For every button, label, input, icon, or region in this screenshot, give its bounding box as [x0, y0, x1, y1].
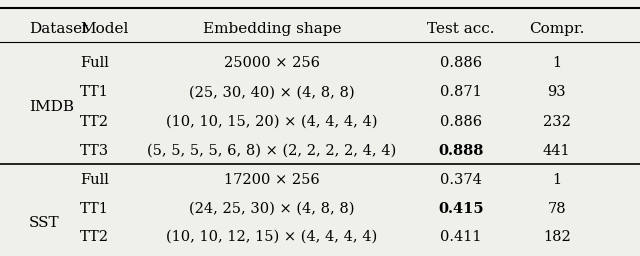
Text: (5, 5, 5, 5, 6, 8) × (2, 2, 2, 2, 4, 4): (5, 5, 5, 5, 6, 8) × (2, 2, 2, 2, 4, 4): [147, 144, 397, 158]
Text: Test acc.: Test acc.: [427, 23, 495, 36]
Text: 232: 232: [543, 115, 571, 129]
Text: TT1: TT1: [80, 202, 109, 216]
Text: 0.871: 0.871: [440, 85, 482, 99]
Text: (24, 25, 30) × (4, 8, 8): (24, 25, 30) × (4, 8, 8): [189, 202, 355, 216]
Text: 0.886: 0.886: [440, 56, 482, 70]
Text: 0.888: 0.888: [438, 144, 483, 158]
Text: TT2: TT2: [80, 230, 109, 244]
Text: 0.415: 0.415: [438, 202, 484, 216]
Text: IMDB: IMDB: [29, 100, 74, 114]
Text: 182: 182: [543, 230, 571, 244]
Text: 1: 1: [552, 56, 561, 70]
Text: 0.886: 0.886: [440, 115, 482, 129]
Text: 17200 × 256: 17200 × 256: [224, 174, 320, 187]
Text: 0.411: 0.411: [440, 230, 481, 244]
Text: 441: 441: [543, 144, 571, 158]
Text: Compr.: Compr.: [529, 23, 584, 36]
Text: Full: Full: [80, 56, 109, 70]
Text: (25, 30, 40) × (4, 8, 8): (25, 30, 40) × (4, 8, 8): [189, 85, 355, 99]
Text: Dataset: Dataset: [29, 23, 88, 36]
Text: SST: SST: [29, 216, 60, 230]
Text: 93: 93: [547, 85, 566, 99]
Text: Model: Model: [80, 23, 129, 36]
Text: Embedding shape: Embedding shape: [203, 23, 341, 36]
Text: 78: 78: [547, 202, 566, 216]
Text: TT1: TT1: [80, 85, 109, 99]
Text: 25000 × 256: 25000 × 256: [224, 56, 320, 70]
Text: (10, 10, 12, 15) × (4, 4, 4, 4): (10, 10, 12, 15) × (4, 4, 4, 4): [166, 230, 378, 244]
Text: Full: Full: [80, 174, 109, 187]
Text: 1: 1: [552, 174, 561, 187]
Text: TT2: TT2: [80, 115, 109, 129]
Text: (10, 10, 15, 20) × (4, 4, 4, 4): (10, 10, 15, 20) × (4, 4, 4, 4): [166, 115, 378, 129]
Text: TT3: TT3: [80, 144, 109, 158]
Text: 0.374: 0.374: [440, 174, 482, 187]
